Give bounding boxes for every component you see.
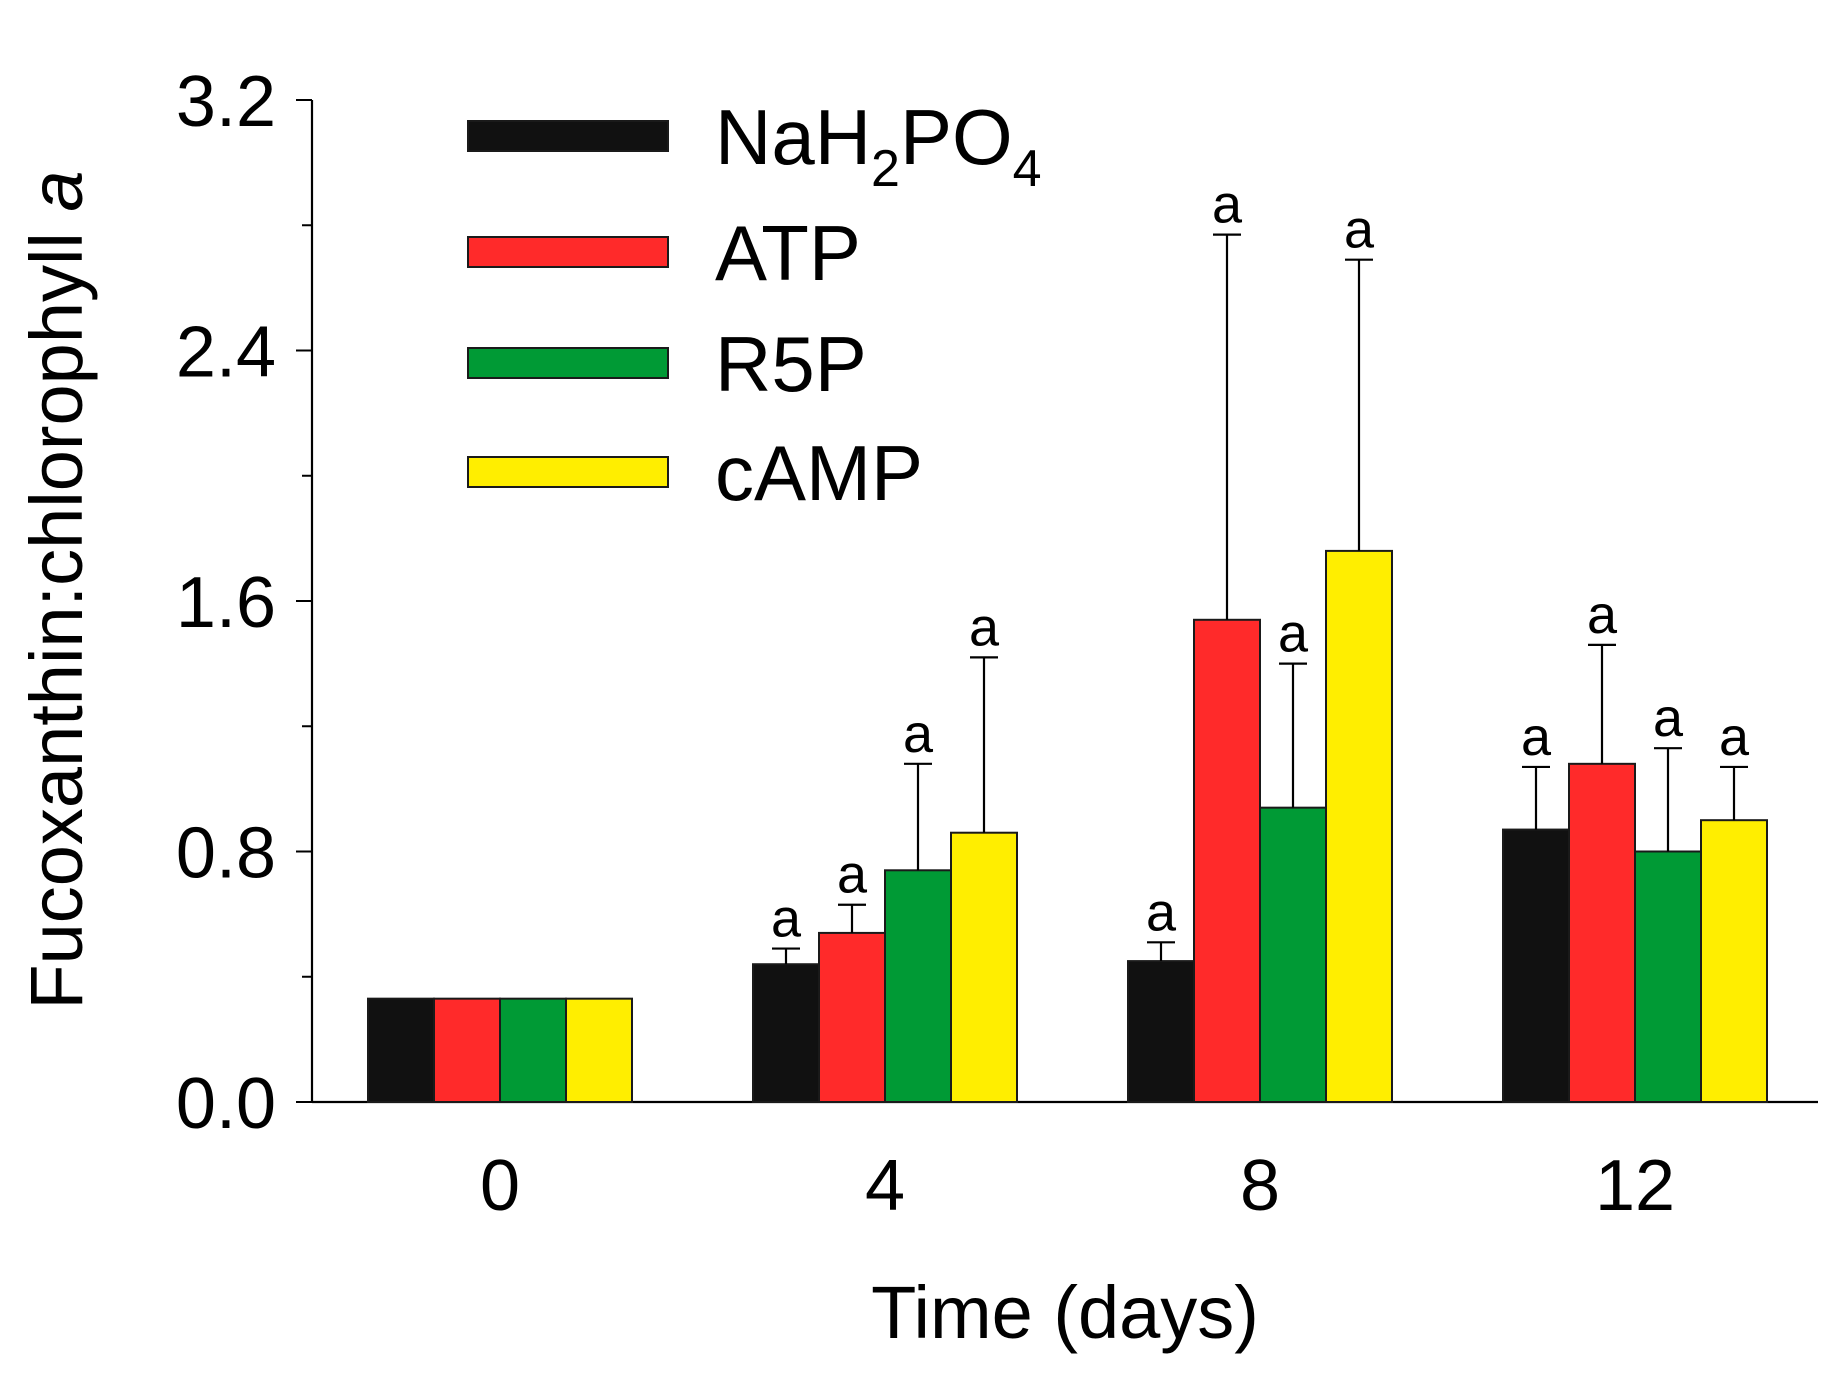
legend-text: R5P (715, 320, 867, 408)
legend-label-atp: ATP (715, 209, 861, 297)
legend-text: cAMP (715, 429, 923, 517)
x-ticks: 0 4 8 12 (480, 1146, 1675, 1226)
bar-atp-day-8 (1193, 618, 1261, 1103)
bar-nah2po4-day-4 (752, 963, 820, 1103)
legend-label-r5p: R5P (715, 320, 867, 408)
bar-atp-day-12 (1568, 762, 1636, 1103)
y-axis-title-italic: a (15, 170, 98, 211)
bar-camp-day-0 (565, 997, 633, 1104)
x-tick-label: 8 (1240, 1146, 1280, 1226)
y-ticks: 0.0 0.8 1.6 2.4 3.2 (176, 62, 312, 1144)
legend-swatch-nah2po4 (467, 120, 669, 152)
legend-label-camp: cAMP (715, 429, 923, 517)
bar-nah2po4-day-12 (1502, 828, 1570, 1103)
legend-text: NaH (715, 93, 871, 181)
significance-letter: a (1521, 707, 1552, 767)
significance-letter: a (1146, 882, 1177, 942)
significance-letter: a (969, 597, 1000, 657)
y-axis-title-main: Fucoxanthin:chlorophyll (15, 212, 98, 1010)
x-tick-label: 0 (480, 1146, 520, 1226)
bar-camp-day-4 (950, 831, 1018, 1104)
significance-letter: a (1653, 688, 1684, 748)
significance-letter: a (903, 704, 934, 764)
legend: NaH2PO4 ATP R5P cAMP (467, 93, 1042, 517)
bar-r5p-day-4 (884, 869, 952, 1103)
legend-subscript: 2 (871, 140, 900, 198)
significance-letter: a (1587, 585, 1618, 645)
bar-nah2po4-day-0 (367, 997, 435, 1104)
x-tick-label: 12 (1595, 1146, 1675, 1226)
y-axis-title: Fucoxanthin:chlorophyll a (15, 170, 98, 1009)
legend-text: ATP (715, 209, 861, 297)
bar-r5p-day-0 (499, 997, 567, 1104)
y-tick-label: 3.2 (176, 62, 276, 142)
significance-letter: a (1212, 175, 1243, 235)
bar-camp-day-8 (1325, 549, 1393, 1103)
y-tick-label: 1.6 (176, 563, 276, 643)
legend-subscript: 4 (1013, 140, 1042, 198)
significance-letter: a (837, 845, 868, 905)
legend-label-nah2po4: NaH2PO4 (715, 93, 1042, 198)
legend-swatch-r5p (467, 347, 669, 379)
x-tick-label: 4 (865, 1146, 905, 1226)
error-bars (772, 233, 1748, 965)
bar-nah2po4-day-8 (1127, 960, 1195, 1103)
legend-swatch-camp (467, 456, 669, 488)
y-tick-label: 0.8 (176, 814, 276, 894)
significance-letter: a (1278, 604, 1309, 664)
bar-camp-day-12 (1700, 819, 1768, 1103)
legend-text: PO (900, 93, 1013, 181)
y-tick-label: 0.0 (176, 1064, 276, 1144)
bar-r5p-day-8 (1259, 806, 1327, 1103)
significance-letter: a (1719, 707, 1750, 767)
bar-atp-day-0 (433, 997, 501, 1104)
legend-swatch-atp (467, 236, 669, 268)
x-axis-title: Time (days) (871, 1271, 1259, 1354)
bar-r5p-day-12 (1634, 850, 1702, 1103)
bar-series (367, 549, 1768, 1104)
significance-letter: a (1344, 200, 1375, 260)
bar-atp-day-4 (818, 931, 886, 1103)
y-tick-label: 2.4 (176, 313, 276, 393)
significance-letter: a (771, 889, 802, 949)
